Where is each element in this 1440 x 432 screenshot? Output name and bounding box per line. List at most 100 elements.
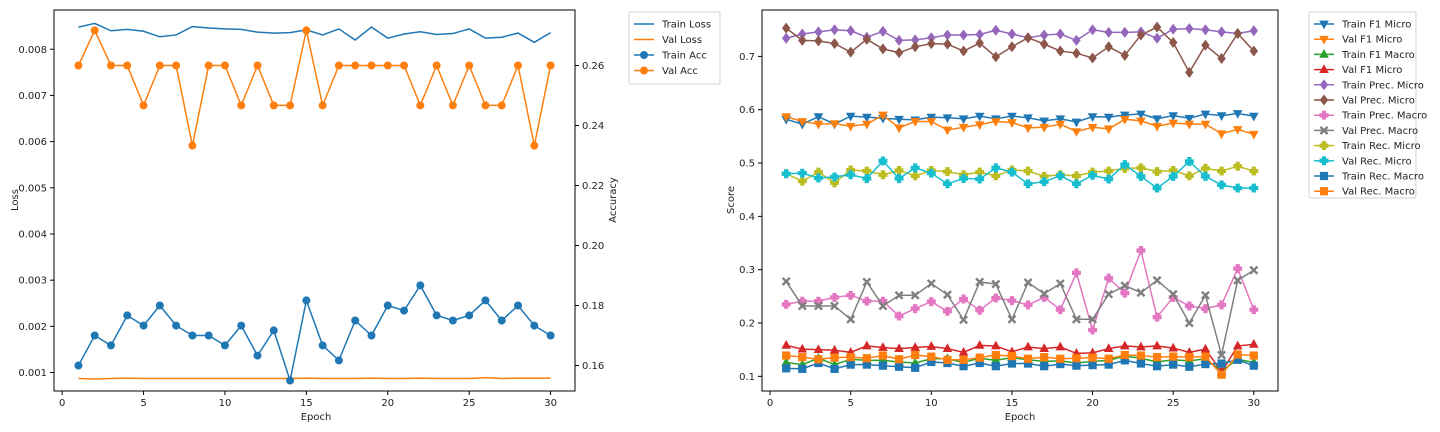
y-tick-label: 0.004 — [18, 229, 47, 240]
data-point-val-rec-micro — [1040, 178, 1048, 186]
data-point-val-prec-macro — [1057, 280, 1064, 287]
data-point-val-acc — [547, 62, 554, 69]
data-point-val-rec-micro — [1234, 184, 1242, 192]
data-point-train-rec-micro — [1250, 167, 1258, 175]
data-point-val-prec-micro — [1089, 53, 1096, 62]
legend-marker — [1320, 188, 1327, 195]
data-point-train-prec-micro — [992, 26, 999, 35]
data-point-val-rec-macro — [1121, 351, 1128, 358]
data-point-train-prec-macro — [1218, 301, 1226, 309]
x-tick-label: 25 — [463, 398, 476, 409]
series-val-acc — [75, 27, 554, 149]
data-point-train-rec-micro — [1185, 172, 1193, 180]
data-point-train-rec-macro — [783, 365, 790, 372]
y-tick-label: 0.1 — [739, 372, 755, 383]
data-point-train-acc — [515, 302, 522, 309]
data-point-train-prec-macro — [1072, 269, 1080, 277]
data-point-val-acc — [515, 62, 522, 69]
data-point-train-prec-micro — [879, 27, 886, 36]
data-point-val-acc — [384, 62, 391, 69]
x-tick-label: 10 — [925, 398, 938, 409]
data-point-val-rec-micro — [814, 174, 822, 182]
y2-tick-label: 0.16 — [582, 361, 604, 372]
data-point-train-rec-macro — [1170, 361, 1177, 368]
data-point-train-rec-macro — [1073, 362, 1080, 369]
data-point-val-rec-micro — [1250, 184, 1258, 192]
data-point-val-rec-micro — [1072, 180, 1080, 188]
data-point-train-f1-micro — [960, 116, 968, 123]
legend-label: Val Loss — [662, 35, 702, 46]
data-point-val-acc — [238, 102, 245, 109]
data-point-val-acc — [173, 62, 180, 69]
legend-label: Val Acc — [662, 66, 698, 77]
data-point-train-prec-micro — [1008, 29, 1015, 38]
data-point-train-rec-micro — [1137, 164, 1145, 172]
data-point-train-prec-micro — [1202, 25, 1209, 34]
data-point-train-acc — [449, 317, 456, 324]
data-point-val-acc — [466, 62, 473, 69]
data-point-train-rec-macro — [831, 365, 838, 372]
legend-label: Train Prec. Micro — [1341, 80, 1424, 91]
data-point-train-rec-micro — [1153, 168, 1161, 176]
data-point-val-rec-macro — [1089, 354, 1096, 361]
data-point-val-acc — [498, 102, 505, 109]
data-point-train-prec-micro — [815, 27, 822, 36]
data-point-val-rec-macro — [879, 352, 886, 359]
data-point-val-acc — [482, 102, 489, 109]
loss-accuracy-chart: 0 5 10 15 20 25 30 0.0010.0020.0030.0040.0050.… — [10, 10, 720, 423]
data-point-val-rec-macro — [1218, 371, 1225, 378]
data-point-train-acc — [547, 332, 554, 339]
data-point-val-prec-macro — [1105, 291, 1112, 298]
data-point-val-prec-macro — [1008, 316, 1015, 323]
data-point-train-acc — [433, 312, 440, 319]
data-point-val-rec-macro — [928, 353, 935, 360]
data-point-train-acc — [238, 322, 245, 329]
data-point-val-acc — [221, 62, 228, 69]
legend-label: Val F1 Micro — [1342, 65, 1402, 76]
data-point-train-prec-macro — [1024, 301, 1032, 309]
data-point-val-prec-micro — [815, 36, 822, 45]
data-point-val-rec-macro — [1186, 354, 1193, 361]
data-point-train-acc — [368, 332, 375, 339]
data-point-train-prec-micro — [1041, 30, 1048, 39]
data-point-val-prec-micro — [1008, 42, 1015, 51]
data-point-train-acc — [124, 312, 131, 319]
data-point-train-f1-micro — [1218, 113, 1226, 120]
series-line-val-loss — [78, 378, 550, 379]
data-point-val-rec-macro — [799, 354, 806, 361]
data-point-val-rec-macro — [1202, 353, 1209, 360]
data-point-val-prec-macro — [1024, 279, 1031, 286]
y2-tick-label: 0.18 — [582, 301, 604, 312]
data-point-val-acc — [107, 62, 114, 69]
x-axis-label: Epoch — [301, 412, 332, 423]
data-point-val-acc — [254, 62, 261, 69]
x-tick-label: 30 — [544, 398, 557, 409]
legend-right: Train F1 MicroVal F1 MicroTrain F1 Macro… — [1309, 12, 1427, 198]
data-point-train-rec-micro — [863, 167, 871, 175]
data-point-train-prec-macro — [927, 298, 935, 306]
legend-label: Train Loss — [661, 20, 711, 31]
data-point-train-rec-macro — [895, 363, 902, 370]
data-point-val-prec-macro — [960, 316, 967, 323]
data-point-val-acc — [319, 102, 326, 109]
data-point-train-acc — [466, 312, 473, 319]
data-point-train-acc — [531, 322, 538, 329]
data-point-val-f1-micro — [1201, 345, 1209, 352]
data-point-val-rec-macro — [1250, 352, 1257, 359]
legend-label: Train Prec. Macro — [1341, 111, 1427, 122]
data-point-train-acc — [107, 342, 114, 349]
y-tick-label: 0.7 — [739, 52, 755, 63]
data-point-train-rec-micro — [1218, 167, 1226, 175]
data-point-val-rec-micro — [782, 170, 790, 178]
data-point-train-rec-micro — [879, 171, 887, 179]
series-line-val-acc — [78, 30, 550, 145]
data-point-val-rec-macro — [1073, 355, 1080, 362]
x-tick-label: 30 — [1247, 398, 1260, 409]
x-tick-label: 15 — [300, 398, 313, 409]
x-tick-label: 5 — [140, 398, 146, 409]
data-point-train-prec-macro — [1137, 247, 1145, 255]
series-line-val-prec-macro — [786, 270, 1254, 355]
x-axis-label: Epoch — [1005, 412, 1036, 423]
x-tick-label: 25 — [1167, 398, 1180, 409]
data-point-val-acc — [287, 102, 294, 109]
